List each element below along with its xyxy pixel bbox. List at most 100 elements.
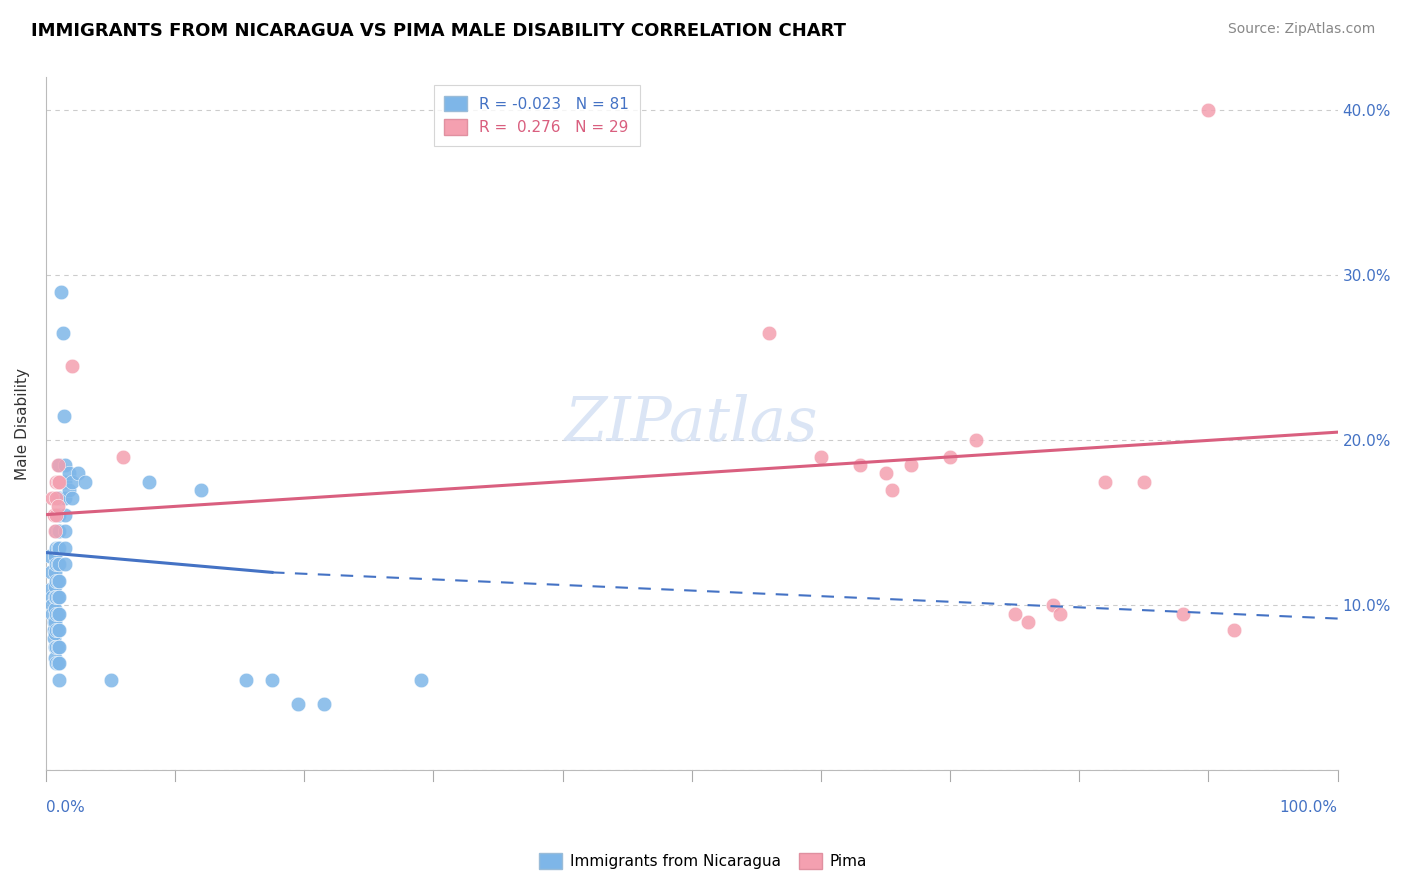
Point (965, 434, 987, 448)
Point (1049, 607, 1071, 621)
Point (46, 475, 69, 489)
Point (880, 483, 903, 497)
Point (53, 557, 76, 571)
Point (52, 326, 75, 340)
Point (58, 467, 80, 481)
Point (41, 599, 63, 613)
Point (44, 566, 66, 580)
Point (46, 607, 69, 621)
Point (44, 578, 66, 592)
Point (53, 409, 76, 423)
Point (100, 673, 122, 687)
Point (45, 541, 67, 555)
Point (53, 524, 76, 538)
Point (42, 632, 65, 646)
Point (48, 656, 70, 670)
Point (312, 698, 335, 712)
Point (48, 541, 70, 555)
Point (48, 491, 70, 505)
Point (44, 549, 66, 563)
Point (48, 673, 70, 687)
Point (48, 574, 70, 588)
Point (44, 590, 66, 604)
Point (46, 524, 69, 538)
Point (48, 623, 70, 637)
Point (46, 500, 69, 514)
Point (48, 508, 70, 522)
Point (138, 475, 160, 489)
Point (848, 458, 870, 472)
Point (45, 508, 67, 522)
Point (41, 590, 63, 604)
Point (409, 673, 432, 687)
Text: IMMIGRANTS FROM NICARAGUA VS PIMA MALE DISABILITY CORRELATION CHART: IMMIGRANTS FROM NICARAGUA VS PIMA MALE D… (31, 22, 846, 40)
Point (46, 623, 69, 637)
Point (1198, 103, 1220, 118)
Point (46, 656, 69, 670)
Point (73, 475, 96, 489)
Point (46, 491, 69, 505)
Point (48, 458, 70, 472)
Y-axis label: Male Disability: Male Disability (15, 368, 30, 480)
Point (45, 640, 67, 654)
Point (41, 491, 63, 505)
Point (67, 467, 90, 481)
Point (39, 582, 62, 596)
Point (48, 475, 70, 489)
Text: Source: ZipAtlas.com: Source: ZipAtlas.com (1227, 22, 1375, 37)
Point (45, 557, 67, 571)
Point (45, 491, 67, 505)
Point (758, 326, 780, 340)
Point (51, 285, 73, 299)
Point (45, 574, 67, 588)
Point (60, 475, 83, 489)
Point (45, 524, 67, 538)
Point (48, 607, 70, 621)
Point (58, 483, 80, 497)
Point (48, 557, 70, 571)
Point (810, 450, 832, 464)
Text: 100.0%: 100.0% (1279, 800, 1337, 815)
Point (44, 615, 66, 629)
Point (48, 475, 70, 489)
Point (48, 640, 70, 654)
Legend: Immigrants from Nicaragua, Pima: Immigrants from Nicaragua, Pima (533, 847, 873, 875)
Point (1094, 475, 1116, 489)
Point (46, 541, 69, 555)
Point (46, 590, 69, 604)
Point (48, 590, 70, 604)
Point (53, 508, 76, 522)
Point (53, 541, 76, 555)
Point (53, 475, 76, 489)
Point (1017, 615, 1039, 629)
Point (45, 508, 67, 522)
Point (44, 626, 66, 640)
Point (46, 574, 69, 588)
Point (60, 359, 83, 373)
Point (44, 651, 66, 665)
Point (44, 601, 66, 615)
Point (112, 450, 135, 464)
Legend: R = -0.023   N = 81, R =  0.276   N = 29: R = -0.023 N = 81, R = 0.276 N = 29 (433, 85, 640, 146)
Point (900, 458, 922, 472)
Point (45, 590, 67, 604)
Point (939, 450, 962, 464)
Point (53, 491, 76, 505)
Point (45, 623, 67, 637)
Point (287, 698, 309, 712)
Point (875, 467, 897, 481)
Point (44, 640, 66, 654)
Point (1042, 599, 1064, 613)
Point (1004, 607, 1026, 621)
Point (42, 508, 65, 522)
Point (190, 483, 212, 497)
Point (235, 673, 257, 687)
Point (1133, 475, 1156, 489)
Text: 0.0%: 0.0% (46, 800, 84, 815)
Point (42, 615, 65, 629)
Text: ZIPatlas: ZIPatlas (565, 394, 818, 454)
Point (38, 549, 60, 563)
Point (260, 673, 283, 687)
Point (39, 566, 62, 580)
Point (45, 607, 67, 621)
